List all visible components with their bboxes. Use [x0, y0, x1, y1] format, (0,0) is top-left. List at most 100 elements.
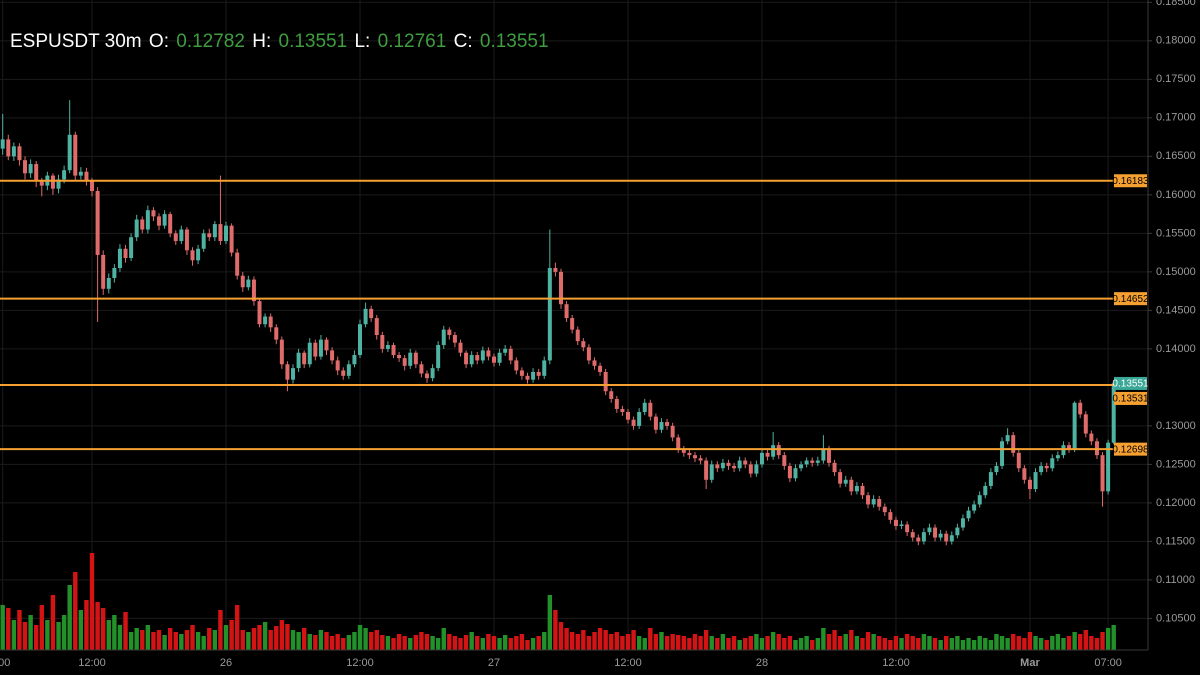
candle-body	[570, 318, 575, 330]
volume-bar	[313, 635, 318, 650]
volume-bar	[257, 625, 262, 650]
candle-body	[508, 348, 513, 361]
candle-body	[586, 347, 591, 361]
candle-body	[687, 452, 692, 456]
candle-body	[1005, 435, 1010, 442]
volume-bar	[999, 636, 1005, 650]
candle-body	[960, 518, 965, 528]
volume-bar	[0, 605, 5, 650]
y-tick-label: 0.17500	[1156, 73, 1196, 85]
volume-bar	[748, 636, 754, 650]
volume-bar	[128, 632, 134, 650]
volume-bar	[179, 634, 184, 650]
volume-bar	[659, 632, 664, 650]
candle-body	[793, 468, 798, 479]
volume-bar	[692, 634, 698, 650]
candle-body	[335, 360, 340, 371]
volume-bar	[514, 636, 519, 650]
volume-bar	[826, 634, 832, 650]
volume-bar	[223, 625, 229, 650]
candle-body	[759, 452, 764, 465]
candle-body	[620, 408, 625, 413]
candle-body	[787, 465, 792, 479]
volume-bar	[318, 630, 324, 650]
volume-bar	[1072, 632, 1077, 650]
candle-body	[910, 532, 915, 538]
volume-bar	[1022, 638, 1027, 650]
current-price-box	[1114, 376, 1147, 390]
volume-bar	[904, 634, 910, 650]
volume-bar	[949, 638, 954, 650]
volume-bar	[1016, 636, 1021, 650]
volume-bar	[793, 640, 798, 650]
volume-bar	[893, 636, 899, 650]
volume-bar	[497, 638, 502, 650]
volume-bar	[642, 638, 647, 650]
candle-body	[592, 360, 597, 366]
candle-body	[715, 464, 720, 469]
candle-body	[318, 339, 323, 357]
volume-bar	[167, 628, 173, 650]
volume-bar	[832, 630, 837, 650]
volume-bar	[731, 636, 737, 650]
volume-bar	[547, 595, 553, 650]
volume-bar	[162, 635, 167, 650]
volume-bar	[614, 632, 620, 650]
ohlc-label: O:	[149, 31, 169, 52]
volume-bar	[603, 630, 608, 650]
volume-bar	[285, 624, 290, 650]
volume-bar	[112, 615, 117, 650]
volume-bar	[419, 632, 424, 650]
candle-body	[531, 371, 536, 380]
candle-body	[497, 352, 502, 363]
candle-body	[754, 464, 759, 474]
candle-body	[129, 237, 134, 258]
volume-bar	[363, 628, 368, 650]
candle-body	[196, 248, 201, 261]
candle-body	[732, 465, 737, 469]
candle-body	[698, 458, 703, 461]
candle-body	[123, 248, 128, 258]
candle-body	[0, 139, 5, 149]
volume-bar	[413, 635, 419, 650]
volume-bar	[246, 632, 251, 650]
ohlc-value: 0.12782	[176, 31, 245, 52]
candle-body	[90, 180, 95, 191]
volume-bar	[921, 634, 927, 650]
volume-bar	[145, 625, 151, 650]
volume-bar	[469, 632, 474, 650]
volume-bar	[860, 638, 865, 650]
candle-body	[17, 146, 22, 161]
level-label-box	[1114, 391, 1147, 405]
volume-bar	[854, 636, 860, 650]
candle-body	[832, 462, 837, 473]
candle-body	[39, 180, 44, 186]
candle-body	[893, 519, 898, 527]
candle-body	[933, 527, 938, 538]
x-tick-label: 26	[220, 657, 232, 669]
x-tick-label: 12:00	[78, 657, 106, 669]
candle-body	[67, 134, 72, 171]
candle-body	[240, 275, 245, 288]
candle-body	[469, 355, 474, 365]
volume-bar	[240, 630, 245, 650]
ohlc-label: C:	[454, 31, 473, 52]
volume-bar	[39, 605, 44, 650]
y-tick-label: 0.12000	[1156, 497, 1196, 509]
candle-body	[547, 268, 552, 361]
volume-bar	[458, 638, 463, 650]
candle-body	[815, 460, 820, 463]
ohlc-label: L:	[354, 31, 370, 52]
candle-body	[905, 524, 910, 533]
y-tick-label: 0.16000	[1156, 189, 1196, 201]
candle-body	[681, 448, 686, 453]
volume-bar	[676, 635, 681, 650]
candle-body	[385, 345, 390, 349]
volume-bar	[1100, 632, 1105, 650]
volume-bar	[558, 622, 564, 650]
candle-body	[1033, 472, 1038, 490]
volume-bar	[435, 638, 441, 650]
candle-body	[665, 422, 670, 426]
volume-bar	[45, 620, 50, 650]
